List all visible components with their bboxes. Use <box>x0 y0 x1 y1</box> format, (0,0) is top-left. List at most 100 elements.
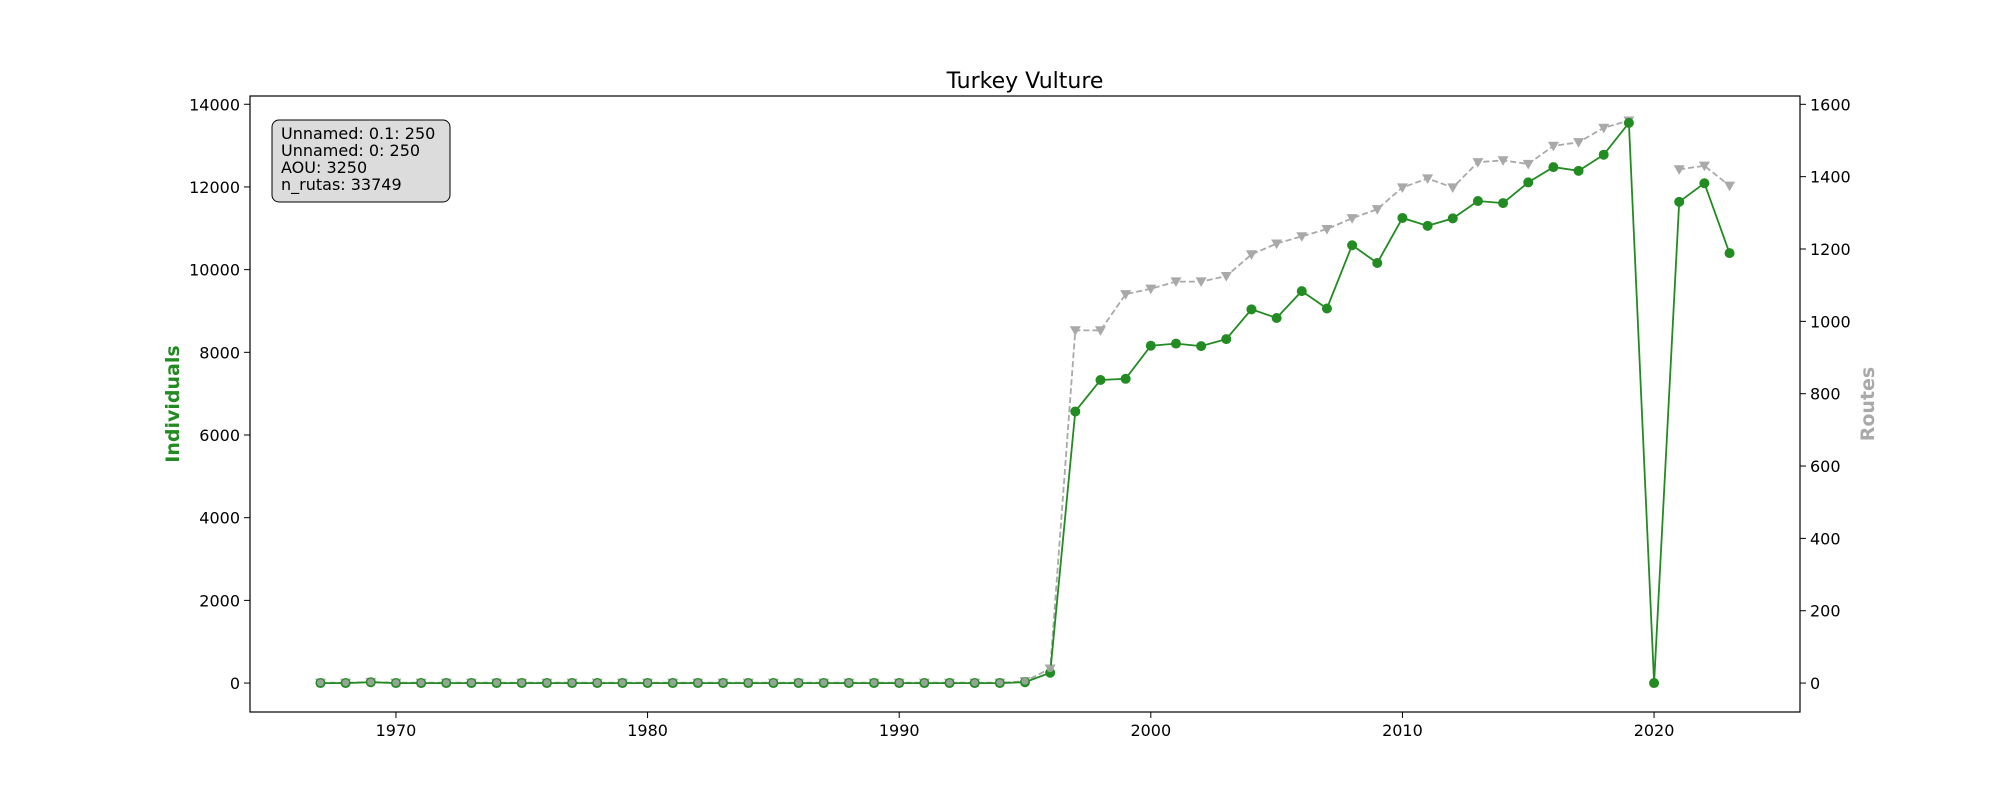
routes-point-overlay <box>417 679 425 687</box>
individuals-point <box>1523 177 1534 188</box>
routes-point-overlay <box>996 679 1004 687</box>
individuals-point <box>1447 213 1458 224</box>
routes-point-overlay <box>342 679 350 687</box>
individuals-point <box>1170 338 1181 349</box>
routes-point <box>1447 183 1459 194</box>
individuals-point <box>1120 373 1131 384</box>
individuals-point <box>1347 240 1358 251</box>
x-tick-label: 2010 <box>1382 721 1423 740</box>
routes-point <box>1724 181 1736 192</box>
routes-point-overlay <box>367 678 375 686</box>
routes-point-overlay <box>442 679 450 687</box>
individuals-point <box>1699 178 1710 189</box>
routes-point <box>1472 158 1484 168</box>
routes-point-overlay <box>593 679 601 687</box>
routes-point-overlay <box>920 679 928 687</box>
routes-point-overlay <box>744 679 752 687</box>
y-left-tick-label: 4000 <box>199 509 240 528</box>
y-left-tick-label: 14000 <box>189 95 240 114</box>
routes-point-overlay <box>1046 665 1054 673</box>
routes-point <box>1522 159 1534 170</box>
routes-point <box>1573 138 1585 148</box>
routes-point <box>1396 183 1408 194</box>
routes-point <box>1497 156 1509 166</box>
routes-point-overlay <box>669 679 677 687</box>
routes-point <box>1673 165 1685 175</box>
routes-point-overlay <box>493 679 501 687</box>
individuals-point <box>1221 334 1232 345</box>
y-left-tick-label: 0 <box>230 674 240 693</box>
y-left-tick-label: 12000 <box>189 178 240 197</box>
routes-point <box>1346 214 1358 224</box>
routes-point-overlay <box>820 679 828 687</box>
individuals-point <box>1372 258 1383 269</box>
individuals-point <box>1724 248 1735 259</box>
info-line-unnamed-0-1: Unnamed: 0.1: 250 <box>281 124 435 143</box>
routes-point <box>1170 277 1182 288</box>
routes-point-overlay <box>1021 677 1029 685</box>
routes-point-overlay <box>467 679 475 687</box>
info-line-unnamed-0: Unnamed: 0: 250 <box>281 141 420 160</box>
info-line-aou: AOU: 3250 <box>281 158 367 177</box>
plot-frame <box>249 95 1801 713</box>
routes-point <box>1547 141 1559 152</box>
y-right-tick-label: 600 <box>1810 457 1841 476</box>
series-layer <box>314 116 1736 689</box>
routes-point-overlay <box>769 679 777 687</box>
y-left-tick-label: 8000 <box>199 343 240 362</box>
chart-title: Turkey Vulture <box>946 69 1104 94</box>
individuals-point <box>1246 304 1257 315</box>
info-box: Unnamed: 0.1: 250 Unnamed: 0: 250 AOU: 3… <box>271 119 451 203</box>
y-right-tick-label: 1400 <box>1810 168 1851 187</box>
routes-point-overlay <box>392 679 400 687</box>
individuals-point <box>1498 198 1509 209</box>
routes-point <box>1120 290 1132 300</box>
routes-point <box>1220 272 1232 282</box>
routes-point-overlay <box>971 679 979 687</box>
routes-point-overlay <box>845 679 853 687</box>
routes-point-overlay <box>946 679 954 687</box>
routes-point-overlay <box>895 679 903 687</box>
x-tick-label: 2020 <box>1634 721 1675 740</box>
routes-point <box>1271 239 1283 250</box>
routes-point <box>1245 250 1257 260</box>
individuals-point <box>1397 212 1408 223</box>
routes-point <box>1145 284 1157 295</box>
y-right-tick-label: 1000 <box>1810 312 1851 331</box>
routes-point <box>1371 205 1383 215</box>
y-right-tick-label: 0 <box>1810 674 1820 693</box>
individuals-point <box>1623 117 1634 128</box>
routes-point-overlay <box>644 679 652 687</box>
routes-point <box>1094 326 1106 336</box>
x-tick-label: 1980 <box>627 721 668 740</box>
y-axis-right: 0 200 400 600 800 1000 1200 1400 1600 <box>1800 95 1851 693</box>
routes-point-overlay <box>719 679 727 687</box>
individuals-point <box>1649 678 1660 689</box>
x-axis: 1970 1980 1990 2000 2010 2020 <box>376 712 1675 740</box>
info-line-n-rutas: n_rutas: 33749 <box>281 175 402 195</box>
individuals-point <box>1598 149 1609 160</box>
routes-point-overlay <box>694 679 702 687</box>
info-box-background <box>271 119 451 203</box>
y-right-tick-label: 1600 <box>1810 95 1851 114</box>
individuals-point <box>1095 375 1106 386</box>
x-tick-label: 1970 <box>376 721 417 740</box>
individuals-point <box>1422 220 1433 231</box>
routes-point-overlay <box>568 679 576 687</box>
routes-point-overlay <box>316 679 324 687</box>
y-left-tick-label: 6000 <box>199 426 240 445</box>
routes-point <box>1321 224 1333 235</box>
y-right-tick-label: 400 <box>1810 529 1841 548</box>
routes-point <box>1296 232 1308 242</box>
y-right-tick-label: 200 <box>1810 602 1841 621</box>
routes-point <box>1598 123 1610 134</box>
routes-point <box>1069 326 1081 336</box>
y-axis-right-label: Routes <box>1857 367 1879 442</box>
individuals-point <box>1070 406 1081 417</box>
routes-point-overlay <box>870 679 878 687</box>
routes-point <box>1422 174 1434 184</box>
y-right-tick-label: 800 <box>1810 385 1841 404</box>
routes-point-overlay <box>518 679 526 687</box>
routes-point <box>1195 277 1207 288</box>
